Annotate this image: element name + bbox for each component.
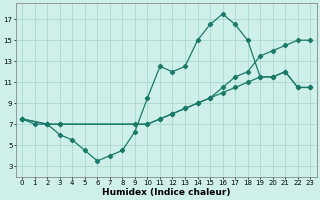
X-axis label: Humidex (Indice chaleur): Humidex (Indice chaleur) <box>102 188 230 197</box>
